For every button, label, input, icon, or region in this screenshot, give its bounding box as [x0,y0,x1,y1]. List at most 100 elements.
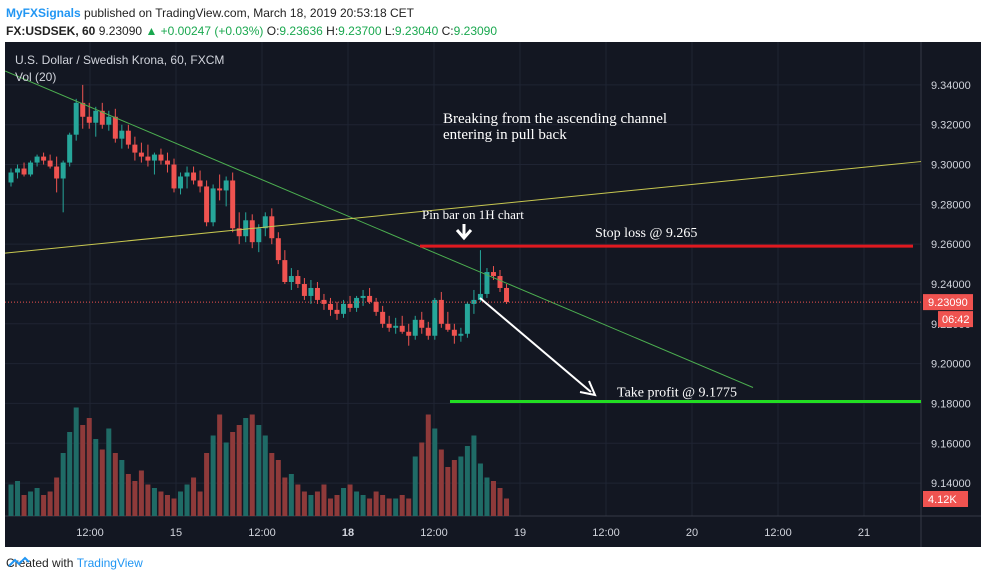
candle-body [399,325,405,332]
volume-bar [406,498,412,516]
volume-bar [360,495,366,516]
descending-trendline [5,70,754,388]
candle-body [308,287,314,296]
volume-indicator-label[interactable]: Vol (20) [15,70,57,84]
x-tick-label: 20 [686,527,698,539]
volume-bar [47,491,53,516]
symbol-label: FX:USDSEK, 60 [6,24,96,38]
author-link[interactable]: MyFXSignals [6,6,81,20]
candle-body [197,180,203,187]
x-tick-label: 12:00 [592,527,620,539]
candle-body [178,176,184,189]
volume-bar [386,498,392,516]
volume-bar [445,467,451,516]
high-value: 9.23700 [338,24,382,38]
volume-bar [151,488,157,516]
projection-arrow-shaft [479,297,592,393]
volume-bar [73,407,79,516]
x-tick-label: 21 [858,527,870,539]
volume-bar [158,491,164,516]
candle-body [406,331,412,336]
instrument-title: U.S. Dollar / Swedish Krona, 60, FXCM [15,53,225,67]
candle-body [367,295,373,302]
volume-bar [314,491,320,516]
annotation-line-1: Breaking from the ascending channel [443,111,667,127]
candle-body [484,272,490,294]
annotation-line-2: entering in pull back [443,127,567,143]
volume-tag [923,491,968,507]
candle-body [230,180,236,229]
volume-bar [412,456,418,516]
candle-body [73,102,79,135]
y-tick-label: 9.32000 [931,120,971,132]
volume-bar [464,446,470,516]
volume-bar [145,484,151,516]
candle-body [334,309,340,314]
volume-bar [164,495,170,516]
candle-body [314,287,320,300]
candle-body [34,156,40,163]
candle-body [256,228,262,243]
chart-panel[interactable]: 9.34000 9.32000 9.30000 9.28000 9.26000 9.240… [5,42,981,547]
volume-bar [301,491,307,516]
candle-body [21,168,27,175]
candle-body [67,134,73,163]
candle-body [438,299,444,324]
volume-bar [178,491,184,516]
volume-bar [367,498,373,516]
y-tick-label: 9.18000 [931,398,971,410]
candle-body [119,130,125,139]
price-chart[interactable]: 9.34000 9.32000 9.30000 9.28000 9.26000 9.240… [5,42,981,547]
volume-bar [504,498,510,516]
volume-bar [54,477,60,516]
candle-body [497,276,503,288]
countdown-label: 06:42 [942,314,970,326]
open-label: O: [266,24,280,38]
candle-body [504,287,510,303]
candle-body [425,327,431,336]
volume-bar [354,491,360,516]
candle-body [243,220,249,237]
y-tick-label: 9.20000 [931,359,971,371]
volume-bar [8,484,14,516]
volume-bar [327,498,333,516]
volume-bar [497,488,503,516]
volume-bar [321,484,327,516]
volume-bar [93,439,99,516]
candle-body [158,154,164,161]
volume-bar [67,432,73,516]
candle-body [419,319,425,328]
y-tick-label: 9.26000 [931,239,971,251]
candle-body [15,168,21,173]
volume-bar [138,470,144,516]
volume-bar [451,460,457,516]
candle-body [327,303,333,310]
candle-body [451,329,457,336]
candle-body [262,216,268,229]
candle-body [301,283,307,296]
tradingview-link[interactable]: TradingView [76,556,143,570]
candle-body [249,220,255,243]
candle-body [8,172,14,183]
candle-body [386,323,392,328]
volume-bar [269,453,275,516]
candle-body [269,216,275,239]
candle-body [490,272,496,277]
volume-bar [249,414,255,516]
volume-bar [282,477,288,516]
current-price: 9.23090 [98,24,143,38]
volume-bar [125,474,131,516]
volume-bar [204,453,210,516]
candle-body [217,188,223,191]
candle-body [354,297,360,308]
candle-body [458,333,464,336]
x-tick-label: 18 [342,527,354,539]
candle-body [60,162,66,179]
candle-body [412,319,418,336]
candle-body [164,160,170,165]
low-label: L: [384,24,395,38]
volume-bar [184,484,190,516]
volume-bar [119,460,125,516]
volume-bar [484,477,490,516]
candle-body [341,303,347,314]
